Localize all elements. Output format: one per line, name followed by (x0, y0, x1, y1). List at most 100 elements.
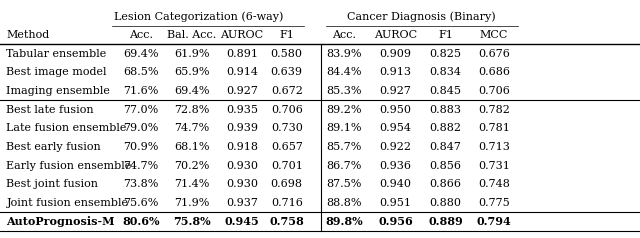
Text: 0.927: 0.927 (226, 86, 258, 96)
Text: 0.716: 0.716 (271, 198, 303, 208)
Text: AUROC: AUROC (220, 30, 264, 40)
Text: 0.834: 0.834 (429, 67, 461, 77)
Text: Method: Method (6, 30, 50, 40)
Text: 0.935: 0.935 (226, 105, 258, 115)
Text: Imaging ensemble: Imaging ensemble (6, 86, 110, 96)
Text: 0.794: 0.794 (477, 216, 511, 227)
Text: Acc.: Acc. (129, 30, 153, 40)
Text: F1: F1 (438, 30, 453, 40)
Text: 84.4%: 84.4% (326, 67, 362, 77)
Text: 74.7%: 74.7% (123, 161, 159, 171)
Text: 0.918: 0.918 (226, 142, 258, 152)
Text: F1: F1 (279, 30, 294, 40)
Text: 71.6%: 71.6% (123, 86, 159, 96)
Text: 74.7%: 74.7% (174, 123, 210, 133)
Text: 0.845: 0.845 (429, 86, 461, 96)
Text: 0.936: 0.936 (380, 161, 412, 171)
Text: Tabular ensemble: Tabular ensemble (6, 49, 107, 59)
Text: 0.939: 0.939 (226, 123, 258, 133)
Text: 79.0%: 79.0% (123, 123, 159, 133)
Text: 77.0%: 77.0% (123, 105, 159, 115)
Text: 0.731: 0.731 (478, 161, 510, 171)
Text: 0.698: 0.698 (271, 179, 303, 189)
Text: 0.930: 0.930 (226, 161, 258, 171)
Text: 0.880: 0.880 (429, 198, 461, 208)
Text: 0.639: 0.639 (271, 67, 303, 77)
Text: Best image model: Best image model (6, 67, 107, 77)
Text: 0.909: 0.909 (380, 49, 412, 59)
Text: 0.856: 0.856 (429, 161, 461, 171)
Text: 0.954: 0.954 (380, 123, 412, 133)
Text: 85.7%: 85.7% (326, 142, 362, 152)
Text: 0.706: 0.706 (478, 86, 510, 96)
Text: 0.913: 0.913 (380, 67, 412, 77)
Text: 80.6%: 80.6% (122, 216, 159, 227)
Text: 0.866: 0.866 (429, 179, 461, 189)
Text: 0.922: 0.922 (380, 142, 412, 152)
Text: MCC: MCC (480, 30, 508, 40)
Text: 0.580: 0.580 (271, 49, 303, 59)
Text: 0.882: 0.882 (429, 123, 461, 133)
Text: 0.781: 0.781 (478, 123, 510, 133)
Text: Acc.: Acc. (332, 30, 356, 40)
Text: AUROC: AUROC (374, 30, 417, 40)
Text: 0.782: 0.782 (478, 105, 510, 115)
Text: Joint fusion ensemble: Joint fusion ensemble (6, 198, 129, 208)
Text: 89.2%: 89.2% (326, 105, 362, 115)
Text: 0.686: 0.686 (478, 67, 510, 77)
Text: 0.945: 0.945 (225, 216, 259, 227)
Text: 83.9%: 83.9% (326, 49, 362, 59)
Text: Best late fusion: Best late fusion (6, 105, 94, 115)
Text: Late fusion ensemble: Late fusion ensemble (6, 123, 127, 133)
Text: 0.847: 0.847 (429, 142, 461, 152)
Text: 89.1%: 89.1% (326, 123, 362, 133)
Text: AutoPrognosis-M: AutoPrognosis-M (6, 216, 115, 227)
Text: 0.937: 0.937 (226, 198, 258, 208)
Text: Cancer Diagnosis (Binary): Cancer Diagnosis (Binary) (347, 11, 495, 22)
Text: 0.775: 0.775 (478, 198, 510, 208)
Text: 0.706: 0.706 (271, 105, 303, 115)
Text: 0.758: 0.758 (269, 216, 304, 227)
Text: 0.701: 0.701 (271, 161, 303, 171)
Text: 0.730: 0.730 (271, 123, 303, 133)
Text: 0.657: 0.657 (271, 142, 303, 152)
Text: Best joint fusion: Best joint fusion (6, 179, 99, 189)
Text: 0.950: 0.950 (380, 105, 412, 115)
Text: 0.891: 0.891 (226, 49, 258, 59)
Text: 72.8%: 72.8% (174, 105, 210, 115)
Text: 0.713: 0.713 (478, 142, 510, 152)
Text: 0.672: 0.672 (271, 86, 303, 96)
Text: 69.4%: 69.4% (123, 49, 159, 59)
Text: 0.927: 0.927 (380, 86, 412, 96)
Text: 68.5%: 68.5% (123, 67, 159, 77)
Text: 71.9%: 71.9% (174, 198, 210, 208)
Text: 69.4%: 69.4% (174, 86, 210, 96)
Text: 0.956: 0.956 (378, 216, 413, 227)
Text: 0.748: 0.748 (478, 179, 510, 189)
Text: 0.930: 0.930 (226, 179, 258, 189)
Text: 61.9%: 61.9% (174, 49, 210, 59)
Text: 75.6%: 75.6% (123, 198, 159, 208)
Text: 87.5%: 87.5% (326, 179, 362, 189)
Text: 86.7%: 86.7% (326, 161, 362, 171)
Text: 68.1%: 68.1% (174, 142, 210, 152)
Text: Best early fusion: Best early fusion (6, 142, 101, 152)
Text: Bal. Acc.: Bal. Acc. (168, 30, 216, 40)
Text: 0.825: 0.825 (429, 49, 461, 59)
Text: 0.676: 0.676 (478, 49, 510, 59)
Text: 70.2%: 70.2% (174, 161, 210, 171)
Text: 0.940: 0.940 (380, 179, 412, 189)
Text: 0.951: 0.951 (380, 198, 412, 208)
Text: Early fusion ensemble: Early fusion ensemble (6, 161, 132, 171)
Text: 70.9%: 70.9% (123, 142, 159, 152)
Text: 75.8%: 75.8% (173, 216, 211, 227)
Text: 0.914: 0.914 (226, 67, 258, 77)
Text: 0.883: 0.883 (429, 105, 461, 115)
Text: 73.8%: 73.8% (123, 179, 159, 189)
Text: 88.8%: 88.8% (326, 198, 362, 208)
Text: Lesion Categorization (6-way): Lesion Categorization (6-way) (114, 11, 283, 22)
Text: 0.889: 0.889 (428, 216, 463, 227)
Text: 65.9%: 65.9% (174, 67, 210, 77)
Text: 85.3%: 85.3% (326, 86, 362, 96)
Text: 71.4%: 71.4% (174, 179, 210, 189)
